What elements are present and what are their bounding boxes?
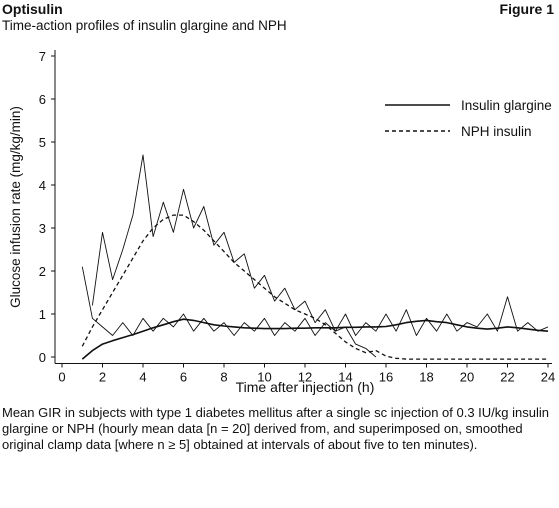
y-tick-label: 1 <box>39 307 46 322</box>
legend-label: NPH insulin <box>461 124 532 139</box>
x-tick-label: 20 <box>460 369 474 384</box>
x-tick-label: 16 <box>379 369 393 384</box>
legend-label: Insulin glargine <box>461 98 552 113</box>
y-tick-label: 5 <box>39 135 46 150</box>
x-tick-label: 10 <box>257 369 271 384</box>
series-line <box>81 318 549 360</box>
y-tick-label: 3 <box>39 221 46 236</box>
x-axis-label: Time after injection (h) <box>236 379 375 395</box>
y-tick-label: 6 <box>39 92 46 107</box>
figure-label: Figure 1 <box>500 1 555 17</box>
header: Optisulin <box>2 1 63 17</box>
x-tick-label: 6 <box>180 369 187 384</box>
x-tick-label: 8 <box>220 369 227 384</box>
chart-title: Time-action profiles of insulin glargine… <box>2 18 287 33</box>
y-tick-label: 7 <box>39 49 46 64</box>
y-tick-label: 4 <box>39 178 46 193</box>
x-tick-label: 12 <box>298 369 312 384</box>
series-line <box>81 266 549 336</box>
x-tick-label: 18 <box>419 369 433 384</box>
x-tick-label: 4 <box>139 369 146 384</box>
y-tick-label: 2 <box>39 264 46 279</box>
x-tick-label: 2 <box>99 369 106 384</box>
x-tick-label: 24 <box>541 369 555 384</box>
series-line <box>81 214 548 360</box>
y-tick-label: 0 <box>39 350 46 365</box>
x-tick-label: 14 <box>338 369 352 384</box>
y-axis-label: Glucose infusion rate (mg/kg/min) <box>8 106 23 308</box>
chart: Optisulin Figure 1 Time-action profiles … <box>2 1 555 395</box>
caption: Mean GIR in subjects with type 1 diabete… <box>2 405 549 452</box>
x-tick-label: 0 <box>58 369 65 384</box>
x-tick-label: 22 <box>500 369 514 384</box>
series-line <box>91 154 377 358</box>
